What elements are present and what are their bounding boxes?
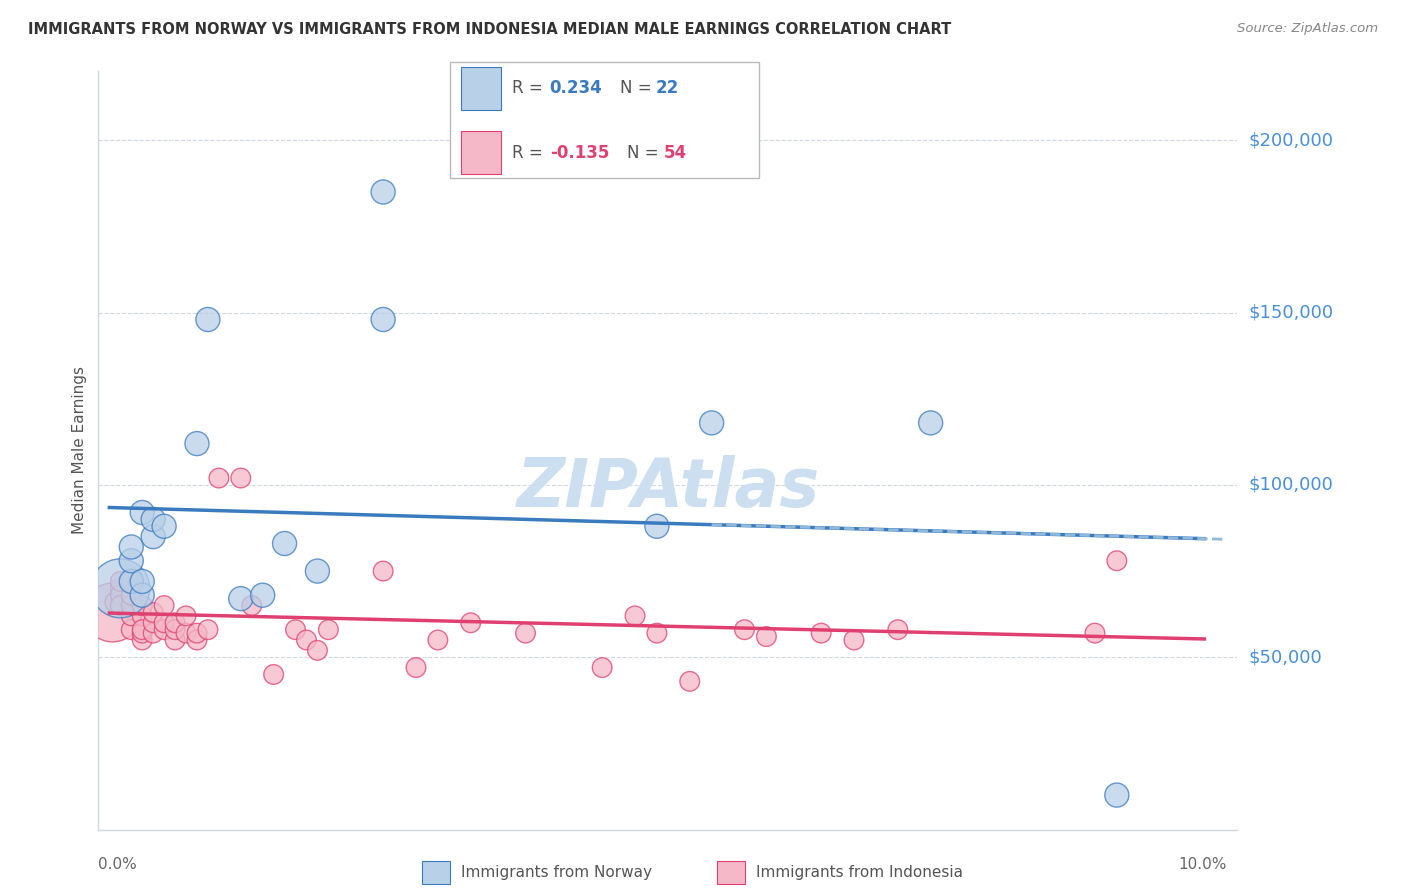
Point: [120, 608, 142, 623]
Point: [273, 536, 295, 550]
Text: N =: N =: [620, 79, 657, 97]
Point: [240, 599, 263, 613]
Text: Immigrants from Norway: Immigrants from Norway: [461, 865, 652, 880]
Point: [197, 312, 219, 326]
Text: -0.135: -0.135: [550, 144, 609, 161]
Point: [101, 606, 124, 620]
Point: [153, 519, 176, 533]
Point: [734, 623, 756, 637]
Point: [110, 582, 132, 596]
Point: [142, 512, 165, 526]
Point: [679, 674, 702, 689]
Point: [371, 185, 394, 199]
Point: [755, 630, 778, 644]
Point: [229, 471, 252, 485]
Text: 10.0%: 10.0%: [1178, 857, 1226, 872]
Point: [131, 599, 153, 613]
Text: 0.234: 0.234: [550, 79, 603, 97]
Point: [153, 615, 176, 630]
Point: [120, 554, 142, 568]
Point: [208, 471, 231, 485]
Point: [252, 588, 274, 602]
Point: [371, 312, 394, 326]
Point: [295, 633, 318, 648]
Text: IMMIGRANTS FROM NORWAY VS IMMIGRANTS FROM INDONESIA MEDIAN MALE EARNINGS CORRELA: IMMIGRANTS FROM NORWAY VS IMMIGRANTS FRO…: [28, 22, 952, 37]
Point: [460, 615, 482, 630]
Point: [284, 623, 307, 637]
Point: [1105, 788, 1128, 802]
Text: 22: 22: [655, 79, 679, 97]
Text: $50,000: $50,000: [1249, 648, 1322, 666]
Point: [624, 608, 647, 623]
Point: [263, 667, 285, 681]
Point: [120, 623, 142, 637]
Y-axis label: Median Male Earnings: Median Male Earnings: [72, 367, 87, 534]
Point: [153, 599, 176, 613]
Point: [842, 633, 865, 648]
Text: $200,000: $200,000: [1249, 131, 1333, 149]
Point: [110, 582, 132, 596]
Point: [131, 626, 153, 640]
Text: R =: R =: [512, 79, 548, 97]
Point: [131, 633, 153, 648]
Point: [920, 416, 942, 430]
Point: [186, 436, 208, 450]
Text: Source: ZipAtlas.com: Source: ZipAtlas.com: [1237, 22, 1378, 36]
Point: [142, 615, 165, 630]
Point: [131, 608, 153, 623]
Point: [307, 564, 329, 578]
Point: [131, 588, 153, 602]
Point: [131, 574, 153, 589]
Point: [645, 626, 668, 640]
Point: [142, 530, 165, 544]
Point: [110, 599, 132, 613]
Point: [591, 660, 613, 674]
Point: [131, 506, 153, 520]
Point: [165, 633, 187, 648]
Point: [110, 574, 132, 589]
Point: [120, 574, 142, 589]
Point: [165, 623, 187, 637]
Text: N =: N =: [627, 144, 664, 161]
Text: $100,000: $100,000: [1249, 476, 1333, 494]
Text: Immigrants from Indonesia: Immigrants from Indonesia: [756, 865, 963, 880]
Point: [142, 606, 165, 620]
Point: [887, 623, 910, 637]
Point: [165, 615, 187, 630]
Point: [318, 623, 340, 637]
Point: [120, 588, 142, 602]
Point: [186, 626, 208, 640]
Point: [174, 626, 197, 640]
Point: [131, 623, 153, 637]
Point: [197, 623, 219, 637]
Point: [174, 608, 197, 623]
Point: [104, 595, 127, 609]
Point: [426, 633, 449, 648]
Text: $150,000: $150,000: [1249, 303, 1333, 322]
Point: [645, 519, 668, 533]
Point: [1105, 554, 1128, 568]
Point: [120, 599, 142, 613]
Point: [700, 416, 723, 430]
Point: [186, 633, 208, 648]
Text: 54: 54: [664, 144, 686, 161]
Point: [371, 564, 394, 578]
Point: [307, 643, 329, 657]
Point: [810, 626, 832, 640]
Text: R =: R =: [512, 144, 548, 161]
Point: [120, 574, 142, 589]
Point: [229, 591, 252, 606]
Point: [120, 540, 142, 554]
Point: [515, 626, 537, 640]
Text: 0.0%: 0.0%: [98, 857, 138, 872]
Point: [405, 660, 427, 674]
Point: [110, 588, 132, 602]
Point: [142, 626, 165, 640]
Point: [153, 623, 176, 637]
Text: ZIPAtlas: ZIPAtlas: [516, 456, 820, 521]
Point: [1084, 626, 1107, 640]
